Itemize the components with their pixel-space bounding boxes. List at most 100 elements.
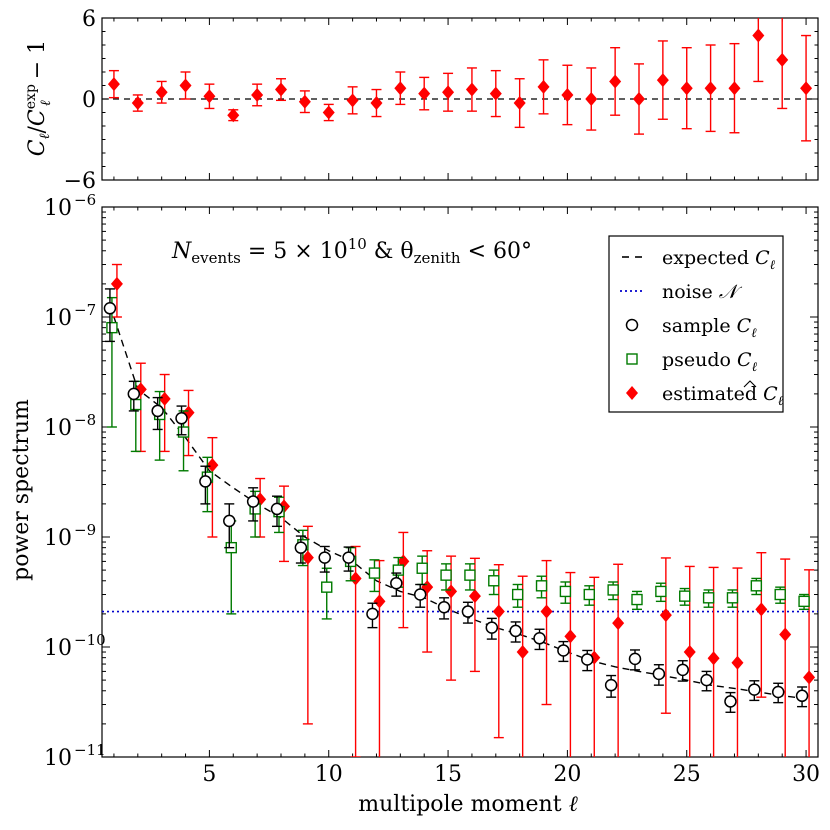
sample-circle-point — [342, 551, 355, 564]
annotation-sub-events: events — [191, 249, 241, 267]
pseudo-square-point — [679, 590, 691, 602]
pseudo-square-point — [464, 569, 476, 581]
legend-label-text: noise — [662, 281, 719, 303]
ratio-diamond-point — [131, 96, 144, 111]
sample-circle-point — [533, 632, 546, 645]
ratio-diamond-point — [776, 52, 789, 67]
legend-label-subscript: ℓ — [778, 394, 784, 409]
sample-circle-point — [246, 495, 260, 508]
sample-circle-point — [748, 683, 761, 696]
sample-circle-point — [223, 514, 236, 528]
estimated-diamond-point — [564, 629, 577, 644]
ratio-diamond-point — [442, 85, 455, 100]
legend-label-subscript: ℓ — [751, 326, 757, 341]
ratio-y-tick-label: −6 — [64, 169, 96, 194]
pseudo-square-point — [798, 595, 810, 608]
ratio-diamond-point — [418, 86, 431, 101]
ylabel-c2: C — [25, 109, 50, 126]
ratio-diamond-point — [370, 96, 383, 111]
ratio-y-axis-label: Cℓ/Cexpℓ − 1 — [23, 40, 54, 156]
legend-label-subscript: ℓ — [770, 258, 776, 273]
sample-circle-point — [366, 607, 379, 621]
legend-label-noise: noise 𝒩 — [662, 281, 743, 303]
estimated-marks — [110, 263, 816, 757]
sample-circle-point — [294, 541, 308, 554]
ratio-diamond-point — [489, 86, 502, 101]
xlabel-ell: ℓ — [569, 792, 579, 817]
power-x-tick-label: 10 — [315, 762, 343, 787]
power-y-tick-exponent: −9 — [74, 521, 96, 539]
estimated-diamond-point — [803, 670, 816, 685]
pseudo-square-point — [392, 564, 405, 576]
sample-circle-point — [318, 551, 331, 564]
ratio-diamond-point — [656, 73, 669, 88]
pseudo-square-point — [726, 592, 739, 604]
estimated-diamond-point — [492, 604, 505, 619]
legend-label-math: 𝒩 — [719, 281, 743, 303]
annotation-n: N — [171, 239, 192, 264]
estimated-diamond-point — [206, 458, 219, 473]
sample-circle-point — [175, 412, 188, 425]
sample-circle-point — [557, 644, 570, 657]
estimated-diamond-point — [779, 627, 792, 642]
sample-circle-point — [652, 667, 666, 681]
legend-hat-mark — [743, 380, 757, 388]
ylabel-ell2: ℓ — [38, 100, 54, 106]
ratio-diamond-point — [227, 108, 240, 123]
ratio-diamond-point — [346, 93, 359, 108]
estimated-diamond-point — [445, 584, 458, 599]
power-y-tick-exponent: −7 — [74, 301, 96, 319]
ratio-y-tick-label: 0 — [82, 88, 96, 113]
power-x-tick-label: 25 — [673, 762, 701, 787]
ratio-diamond-point — [298, 94, 311, 109]
power-y-tick-label: 10 — [44, 196, 72, 221]
estimated-diamond-point — [110, 276, 123, 291]
ratio-diamond-point — [561, 87, 574, 102]
ylabel-c1: C — [25, 139, 50, 156]
legend-label-text: estimated — [662, 383, 763, 405]
estimated-diamond-point — [349, 571, 362, 586]
legend-label-math: C — [737, 315, 752, 337]
ratio-tick-labels: −6 0 6 — [64, 7, 96, 194]
ratio-diamond-point — [800, 81, 813, 96]
legend-marker-square — [626, 353, 638, 365]
legend-label-pseudo: pseudo Cℓ — [662, 349, 758, 375]
power-y-axis-label: power spectrum — [9, 399, 34, 581]
ratio-axis-ticks — [102, 17, 818, 181]
ratio-diamond-point — [752, 28, 765, 43]
annotation-lt: < 60° — [461, 239, 532, 264]
ylabel-minus-one: − 1 — [25, 40, 50, 86]
ratio-marks — [107, 18, 813, 142]
ratio-panel: −606 Cℓ/Cexpℓ − 1 — [23, 7, 819, 194]
sample-circle-point — [461, 605, 475, 618]
pseudo-square-point — [511, 588, 524, 601]
expected-cl-line — [113, 316, 807, 700]
pseudo-square-point — [321, 581, 333, 593]
power-x-axis-label: multipole moment ℓ — [358, 792, 578, 817]
sample-circle-point — [604, 678, 618, 692]
sample-circle-point — [700, 673, 713, 687]
legend-label-text: pseudo — [662, 349, 737, 371]
power-y-tick-exponent: −11 — [74, 741, 106, 759]
sample-circle-point — [509, 624, 522, 638]
ratio-diamond-point — [155, 85, 168, 100]
pseudo-square-point — [607, 584, 619, 596]
power-y-tick-label: 10 — [44, 526, 72, 551]
sample-circle-point — [270, 502, 284, 516]
sample-circle-point — [676, 663, 689, 677]
pseudo-square-point — [368, 567, 381, 579]
legend-label-estimated: estimated Cℓ — [662, 383, 784, 409]
power-y-tick-label: 10 — [44, 636, 72, 661]
power-y-tick-exponent: −10 — [74, 631, 106, 649]
ylabel-exp: exp — [23, 84, 39, 109]
estimated-diamond-point — [683, 645, 696, 660]
estimated-diamond-point — [707, 651, 720, 666]
power-x-tick-label: 15 — [434, 762, 462, 787]
power-y-tick-label: 10 — [44, 416, 72, 441]
ratio-diamond-point — [633, 92, 645, 106]
power-x-tick-label: 30 — [792, 762, 820, 787]
ratio-diamond-point — [680, 81, 693, 96]
events-annotation: Nevents = 5 × 1010 & θzenith < 60° — [171, 235, 532, 267]
ratio-diamond-point — [275, 82, 287, 97]
